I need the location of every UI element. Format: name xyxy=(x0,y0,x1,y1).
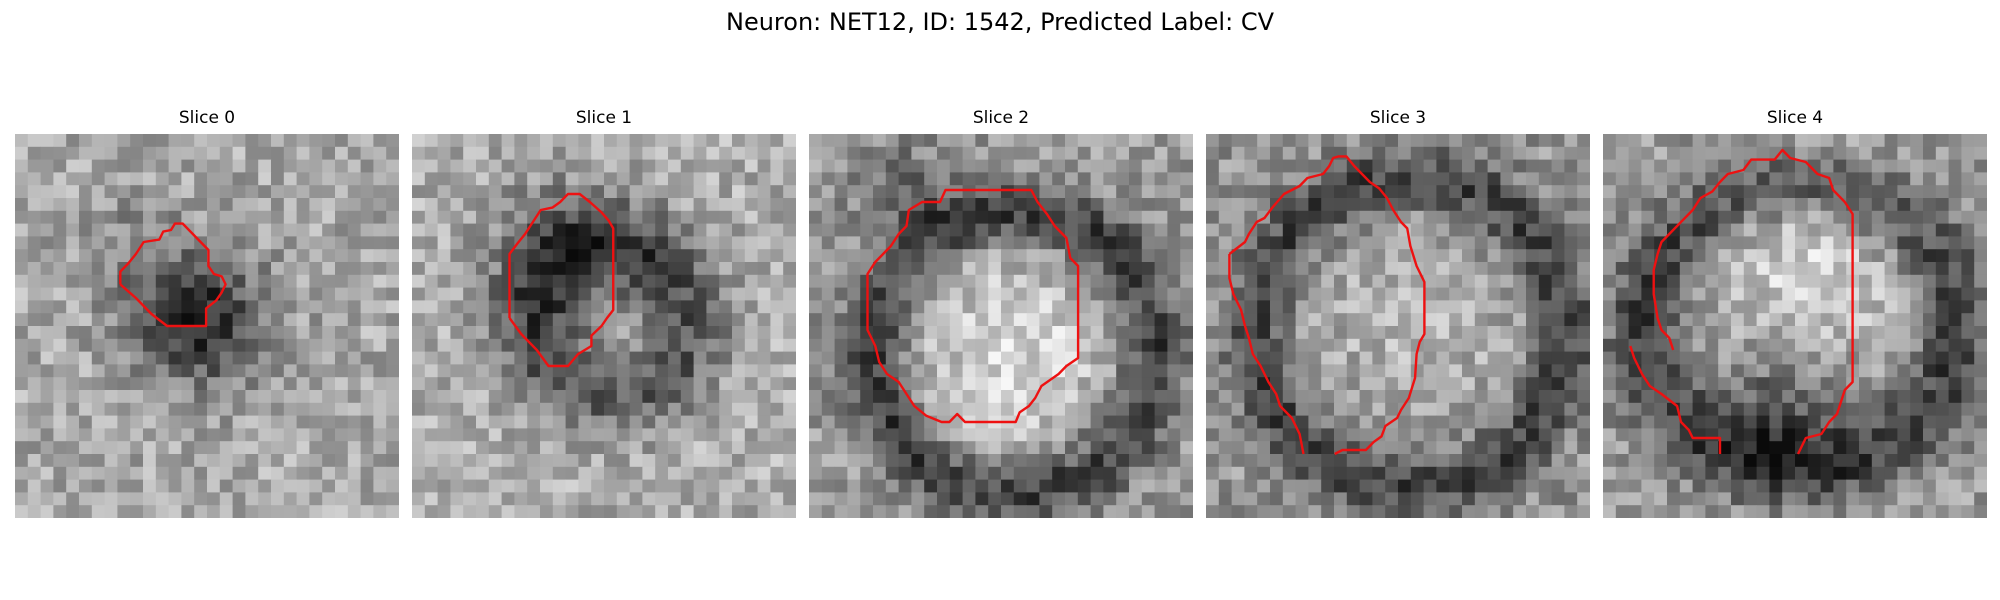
slice-image-0 xyxy=(15,134,399,518)
slice-title-2: Slice 2 xyxy=(972,108,1030,128)
figure-title: Neuron: NET12, ID: 1542, Predicted Label… xyxy=(726,8,1274,36)
slice-title-3: Slice 3 xyxy=(1369,108,1427,128)
slice-image-1 xyxy=(412,134,796,518)
contour-4-tail xyxy=(1629,345,1722,454)
slice-image-4 xyxy=(1603,134,1987,518)
contour-0 xyxy=(119,222,227,328)
contour-4-main xyxy=(1652,148,1854,455)
contour-3-left xyxy=(1228,254,1305,455)
slice-image-2 xyxy=(809,134,1193,518)
contour-3-right xyxy=(1228,155,1426,456)
contour-1 xyxy=(508,192,615,368)
slice-title-0: Slice 0 xyxy=(178,108,236,128)
slice-title-1: Slice 1 xyxy=(575,108,633,128)
slice-title-4: Slice 4 xyxy=(1766,108,1824,128)
contour-2 xyxy=(866,188,1080,424)
slice-image-3 xyxy=(1206,134,1590,518)
